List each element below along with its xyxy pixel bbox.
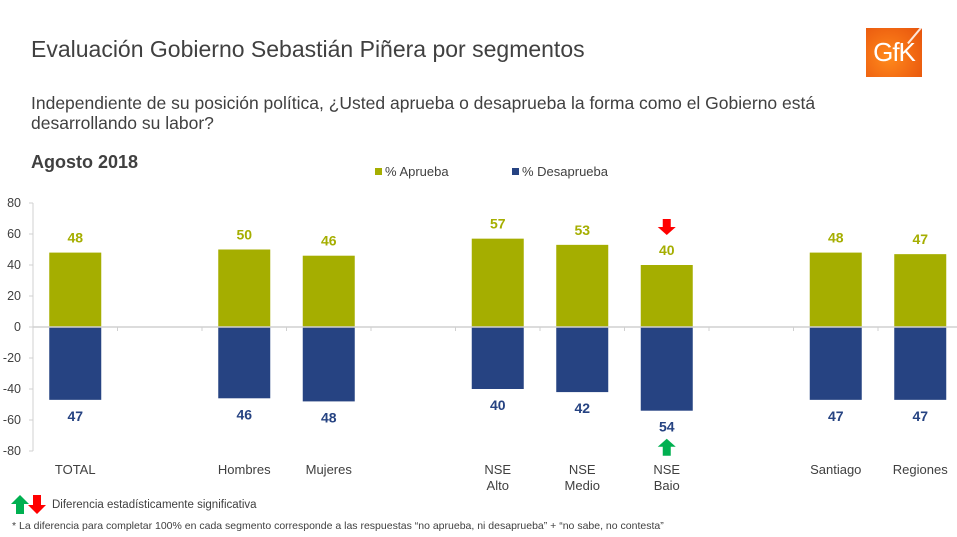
- bar-disapprove-nse-alto: [471, 327, 524, 389]
- period-label: Agosto 2018: [31, 152, 139, 172]
- data-label-approve: 57: [490, 216, 506, 232]
- data-label-disapprove: 47: [828, 408, 844, 424]
- page-title: Evaluación Gobierno Sebastián Piñera por…: [31, 36, 585, 62]
- footnote: * La diferencia para completar 100% en c…: [12, 520, 664, 532]
- data-label-approve: 40: [659, 242, 675, 258]
- gfk-logo: GfK: [866, 28, 922, 77]
- y-tick-label: -80: [3, 444, 21, 458]
- data-label-disapprove: 40: [490, 397, 506, 413]
- y-tick-label: 60: [7, 227, 21, 241]
- up-arrow-icon: [657, 438, 676, 456]
- legend-swatch-disapprove: [512, 168, 519, 175]
- x-category-label: TOTAL: [55, 462, 96, 477]
- down-arrow-icon: [28, 495, 46, 514]
- bar-disapprove-nse-bajo: [640, 327, 693, 411]
- bar-approve-mujeres: [302, 255, 355, 327]
- data-label-approve: 48: [67, 230, 83, 246]
- bar-approve-total: [49, 252, 102, 327]
- bar-approve-hombres: [218, 249, 271, 327]
- data-label-approve: 53: [574, 222, 590, 238]
- significance-arrows-icon: [11, 495, 46, 514]
- legend-swatch-approve: [375, 168, 382, 175]
- legend-item-approve: % Aprueba: [375, 164, 449, 179]
- legend-item-disapprove: % Desaprueba: [512, 164, 608, 179]
- legend-label-disapprove: % Desaprueba: [522, 164, 608, 179]
- bar-approve-nse-alto: [471, 238, 524, 327]
- y-tick-label: 0: [14, 320, 21, 334]
- data-label-disapprove: 47: [912, 408, 928, 424]
- data-label-disapprove: 46: [236, 406, 252, 422]
- bar-disapprove-hombres: [218, 327, 271, 399]
- y-tick-label: 80: [7, 196, 21, 210]
- data-label-disapprove: 48: [321, 409, 337, 425]
- bar-disapprove-mujeres: [302, 327, 355, 402]
- y-tick-label: -40: [3, 382, 21, 396]
- y-tick-label: 40: [7, 258, 21, 272]
- data-label-approve: 47: [912, 231, 928, 247]
- x-category-label: Alto: [487, 478, 509, 490]
- y-tick-label: 20: [7, 289, 21, 303]
- bar-approve-santiago: [809, 252, 862, 327]
- significance-legend: Diferencia estadísticamente significativ…: [52, 499, 257, 511]
- bar-disapprove-total: [49, 327, 102, 400]
- bar-approve-nse-bajo: [640, 265, 693, 327]
- x-category-label: NSE: [484, 462, 511, 477]
- x-category-label: Mujeres: [306, 462, 353, 477]
- data-label-approve: 48: [828, 230, 844, 246]
- x-category-label: NSE: [569, 462, 596, 477]
- legend-label-approve: % Aprueba: [385, 164, 449, 179]
- x-category-label: Bajo: [654, 478, 680, 490]
- bar-disapprove-santiago: [809, 327, 862, 400]
- x-category-label: Santiago: [810, 462, 861, 477]
- bar-approve-regiones: [894, 254, 947, 327]
- x-category-label: Hombres: [218, 462, 271, 477]
- x-category-label: Regiones: [893, 462, 948, 477]
- data-label-disapprove: 42: [574, 400, 590, 416]
- data-label-approve: 46: [321, 233, 337, 249]
- bar-disapprove-nse-medio: [556, 327, 609, 393]
- y-tick-label: -20: [3, 351, 21, 365]
- y-tick-label: -60: [3, 413, 21, 427]
- survey-question: Independiente de su posición política, ¿…: [31, 93, 816, 133]
- data-label-disapprove: 47: [67, 408, 83, 424]
- data-label-approve: 50: [236, 227, 252, 243]
- x-category-label: Medio: [565, 478, 600, 490]
- up-arrow-icon: [11, 495, 29, 514]
- bar-disapprove-regiones: [894, 327, 947, 400]
- x-category-label: NSE: [653, 462, 680, 477]
- data-label-disapprove: 54: [659, 419, 675, 435]
- bar-approve-nse-medio: [556, 244, 609, 327]
- down-arrow-icon: [657, 219, 676, 235]
- bar-chart: 80 60 40 20 0 -20 -40 -60 -80 48 47 TOTAL 50 46 Hombre…: [3, 196, 957, 490]
